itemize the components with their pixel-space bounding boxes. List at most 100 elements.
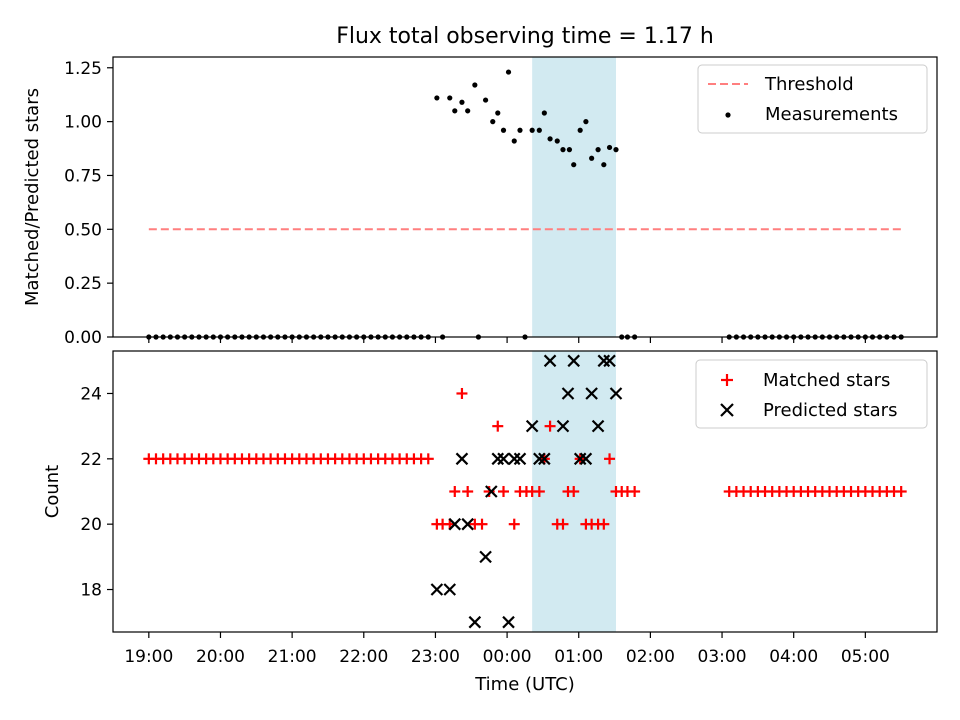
predicted-star-marker bbox=[491, 452, 505, 466]
predicted-star-marker bbox=[603, 354, 616, 368]
predicted-star-points bbox=[430, 354, 623, 629]
x-tick-label: 04:00 bbox=[769, 647, 818, 667]
x-tick-label: 02:00 bbox=[626, 647, 675, 667]
top-x-ticks bbox=[148, 337, 866, 343]
top-legend-box bbox=[697, 64, 928, 134]
matched-star-marker bbox=[557, 518, 569, 530]
bottom-x-ticks: 19:00 20:00 21:00 22:00 23:00 00:00 01:00 02:00… bbox=[124, 632, 890, 667]
predicted-star-marker bbox=[502, 615, 515, 629]
x-tick-label: 05:00 bbox=[841, 647, 890, 667]
measurement-point bbox=[465, 108, 471, 114]
measurement-point bbox=[459, 99, 465, 105]
measurement-point bbox=[490, 119, 496, 125]
x-tick-label: 19:00 bbox=[124, 647, 173, 667]
top-axes-frame bbox=[112, 56, 938, 338]
matched-star-marker bbox=[544, 420, 556, 432]
x-tick-label: 20:00 bbox=[196, 647, 245, 667]
predicted-star-marker bbox=[485, 485, 498, 498]
matched-star-marker bbox=[476, 518, 488, 530]
measurement-point bbox=[541, 110, 547, 116]
top-y-tick-label: 0.50 bbox=[64, 220, 102, 240]
matched-star-marker bbox=[492, 420, 504, 432]
predicted-star-marker bbox=[461, 517, 474, 531]
legend-predicted-swatch bbox=[720, 403, 734, 417]
measurement-point bbox=[613, 147, 619, 153]
matched-star-points bbox=[143, 387, 907, 530]
measurement-point bbox=[482, 97, 489, 103]
top-y-tick-label: 0.00 bbox=[64, 328, 102, 348]
bottom-y-tick-label: 22 bbox=[80, 450, 102, 470]
predicted-star-marker bbox=[497, 452, 510, 466]
x-tick-label: 21:00 bbox=[268, 647, 317, 667]
matched-star-marker bbox=[629, 486, 641, 497]
matched-star-marker bbox=[508, 518, 520, 530]
measurement-point bbox=[500, 127, 507, 133]
measurement-point bbox=[529, 127, 535, 133]
measurement-point bbox=[452, 108, 458, 114]
measurement-point bbox=[472, 82, 478, 88]
top-highlight-span bbox=[532, 57, 616, 337]
bottom-panel: 18 20 22 24 19:00 20:00 21:00 22:00 23:00 00:00 0… bbox=[42, 350, 938, 695]
top-y-tick-label: 1.25 bbox=[64, 59, 102, 79]
measurement-point bbox=[601, 162, 607, 168]
predicted-star-marker bbox=[513, 452, 527, 466]
chart-title: Flux total observing time = 1.17 h bbox=[336, 24, 714, 49]
predicted-star-marker bbox=[556, 419, 570, 433]
predicted-star-marker bbox=[561, 387, 575, 400]
bottom-legend-box bbox=[695, 359, 928, 429]
bottom-y-tick-label: 20 bbox=[80, 515, 102, 535]
measurement-point bbox=[434, 95, 440, 101]
measurement-point bbox=[577, 127, 583, 133]
matched-star-marker bbox=[568, 486, 580, 497]
predicted-star-marker bbox=[543, 354, 557, 368]
measurement-point bbox=[589, 155, 595, 161]
x-tick-label: 22:00 bbox=[339, 647, 388, 667]
x-tick-label: 01:00 bbox=[554, 647, 603, 667]
top-y-tick-label: 1.00 bbox=[64, 113, 102, 133]
measurement-point bbox=[547, 136, 553, 142]
matched-star-marker bbox=[422, 453, 434, 465]
measurement-point bbox=[447, 95, 453, 101]
top-y-tick-label: 0.25 bbox=[64, 274, 102, 294]
bottom-legend: Matched stars Predicted stars bbox=[695, 359, 928, 429]
matched-star-marker bbox=[498, 486, 510, 497]
x-tick-label: 23:00 bbox=[411, 647, 460, 667]
matched-star-marker bbox=[462, 486, 474, 497]
predicted-star-marker bbox=[591, 419, 605, 433]
measurement-point bbox=[606, 144, 613, 151]
predicted-star-marker bbox=[533, 452, 546, 466]
legend-measurements-label: Measurements bbox=[765, 104, 898, 125]
top-panel: Flux total observing time = 1.17 h 0.000… bbox=[22, 24, 938, 348]
predicted-star-marker bbox=[430, 583, 444, 596]
predicted-star-marker bbox=[443, 583, 457, 596]
measurement-point bbox=[536, 127, 542, 133]
matched-star-marker bbox=[533, 486, 545, 497]
bottom-y-ticks: 18 20 22 24 bbox=[80, 384, 113, 601]
measurement-point bbox=[554, 138, 560, 144]
legend-matched-swatch bbox=[721, 374, 733, 386]
x-tick-label: 03:00 bbox=[698, 647, 747, 667]
predicted-star-marker bbox=[468, 615, 482, 629]
legend-threshold-label: Threshold bbox=[764, 74, 854, 95]
predicted-star-marker bbox=[479, 550, 492, 564]
predicted-star-marker bbox=[585, 387, 598, 400]
bottom-y-tick-label: 18 bbox=[80, 581, 102, 601]
matched-star-marker bbox=[604, 453, 616, 465]
predicted-star-marker bbox=[448, 517, 462, 531]
matched-star-marker bbox=[598, 518, 610, 530]
predicted-star-marker bbox=[597, 354, 611, 368]
measurement-point bbox=[566, 147, 573, 153]
predicted-star-marker bbox=[573, 452, 587, 466]
matched-star-marker bbox=[895, 486, 907, 497]
matched-star-marker bbox=[456, 387, 468, 399]
top-y-tick-label: 0.75 bbox=[64, 166, 102, 186]
measurement-point bbox=[560, 147, 566, 153]
measurement-point bbox=[495, 110, 501, 116]
measurement-point bbox=[517, 127, 523, 133]
x-tick-label: 00:00 bbox=[483, 647, 532, 667]
measurement-point bbox=[571, 162, 577, 168]
predicted-star-marker bbox=[507, 452, 521, 466]
matched-star-marker bbox=[449, 486, 461, 497]
top-y-ticks: 0.00 0.25 0.50 0.75 1.00 1.25 bbox=[64, 59, 113, 348]
legend-predicted-label: Predicted stars bbox=[763, 400, 897, 421]
